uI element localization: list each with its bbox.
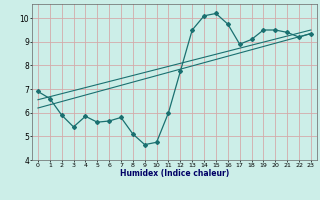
X-axis label: Humidex (Indice chaleur): Humidex (Indice chaleur) xyxy=(120,169,229,178)
